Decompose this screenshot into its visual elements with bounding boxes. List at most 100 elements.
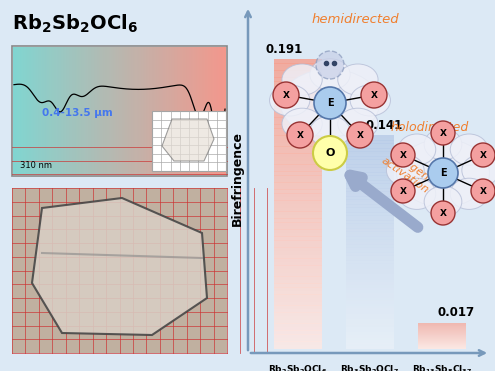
Bar: [274, 283, 322, 288]
Bar: [274, 215, 322, 219]
Bar: [418, 324, 466, 325]
Bar: [274, 146, 322, 150]
Bar: [274, 327, 322, 331]
Bar: [418, 339, 466, 340]
Bar: [418, 345, 466, 346]
Bar: [418, 344, 466, 345]
Bar: [418, 340, 466, 341]
Bar: [274, 258, 322, 262]
Ellipse shape: [338, 108, 378, 139]
Bar: [274, 168, 322, 172]
Bar: [274, 233, 322, 237]
Bar: [418, 336, 466, 337]
Bar: [346, 231, 394, 234]
Ellipse shape: [398, 178, 436, 209]
Bar: [274, 171, 322, 175]
Bar: [274, 251, 322, 255]
Bar: [274, 312, 322, 316]
Bar: [274, 70, 322, 74]
Bar: [346, 319, 394, 322]
Ellipse shape: [282, 108, 322, 139]
Bar: [346, 295, 394, 298]
Bar: [418, 348, 466, 349]
Bar: [346, 154, 394, 157]
Bar: [346, 188, 394, 191]
Bar: [346, 236, 394, 240]
Bar: [274, 265, 322, 269]
Text: X: X: [480, 151, 487, 160]
Bar: [274, 269, 322, 273]
Ellipse shape: [424, 129, 462, 160]
Bar: [274, 287, 322, 291]
Bar: [274, 103, 322, 107]
Bar: [274, 197, 322, 201]
Bar: [346, 332, 394, 336]
Bar: [418, 336, 466, 337]
Bar: [418, 332, 466, 333]
Bar: [274, 106, 322, 111]
Bar: [346, 298, 394, 301]
Bar: [346, 269, 394, 272]
Bar: [274, 186, 322, 190]
Bar: [418, 336, 466, 337]
Bar: [274, 309, 322, 313]
Bar: [274, 193, 322, 197]
Bar: [274, 150, 322, 154]
Bar: [418, 323, 466, 324]
Bar: [418, 339, 466, 340]
Bar: [418, 337, 466, 338]
Bar: [346, 303, 394, 306]
Text: holodirected: holodirected: [391, 121, 469, 134]
Ellipse shape: [282, 64, 322, 95]
Bar: [346, 279, 394, 282]
Bar: [418, 325, 466, 326]
Bar: [274, 294, 322, 298]
Bar: [418, 346, 466, 347]
Bar: [274, 341, 322, 345]
Text: E: E: [440, 168, 446, 178]
Bar: [274, 255, 322, 259]
Bar: [418, 324, 466, 325]
Bar: [418, 340, 466, 341]
Ellipse shape: [387, 155, 424, 186]
Bar: [418, 342, 466, 343]
Bar: [346, 341, 394, 344]
Bar: [346, 335, 394, 338]
Bar: [418, 331, 466, 332]
Bar: [346, 282, 394, 285]
Bar: [418, 329, 466, 330]
Ellipse shape: [338, 64, 378, 95]
Circle shape: [273, 82, 299, 108]
Bar: [274, 139, 322, 143]
Bar: [346, 250, 394, 253]
Bar: [418, 347, 466, 348]
Bar: [346, 170, 394, 173]
Bar: [274, 117, 322, 121]
Bar: [418, 334, 466, 335]
Bar: [418, 323, 466, 324]
Bar: [274, 182, 322, 186]
Bar: [274, 142, 322, 147]
Bar: [274, 153, 322, 157]
Bar: [346, 183, 394, 186]
Bar: [274, 96, 322, 100]
Bar: [274, 298, 322, 302]
Polygon shape: [32, 198, 207, 335]
Bar: [418, 341, 466, 342]
Text: X: X: [399, 187, 406, 196]
Text: 0.4-13.5 μm: 0.4-13.5 μm: [42, 108, 112, 118]
Text: X: X: [480, 187, 487, 196]
Bar: [274, 128, 322, 132]
Bar: [418, 348, 466, 349]
Text: O: O: [325, 148, 335, 158]
Bar: [346, 220, 394, 224]
Bar: [346, 196, 394, 200]
Bar: [418, 338, 466, 339]
Ellipse shape: [310, 116, 350, 147]
Bar: [418, 346, 466, 347]
Circle shape: [314, 87, 346, 119]
Text: X: X: [297, 131, 303, 139]
Bar: [274, 207, 322, 212]
Bar: [418, 326, 466, 327]
Bar: [346, 274, 394, 277]
